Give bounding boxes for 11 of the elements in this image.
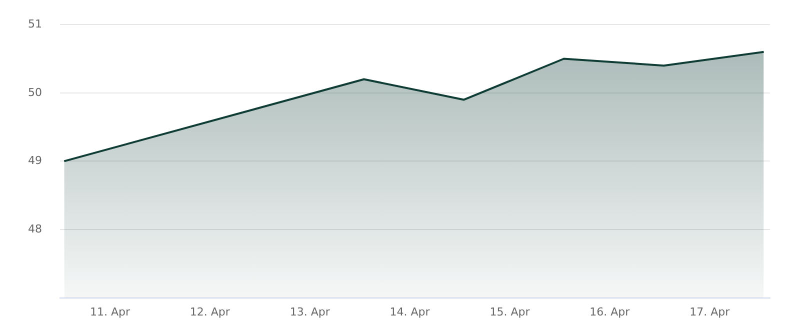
x-tick-label: 16. Apr xyxy=(590,305,630,318)
x-tick-label: 12. Apr xyxy=(190,305,230,318)
y-tick-label: 48 xyxy=(28,222,42,236)
y-tick-label: 50 xyxy=(28,86,42,99)
y-tick-label: 51 xyxy=(28,17,42,30)
x-tick-label: 14. Apr xyxy=(390,305,430,318)
x-tick-label: 17. Apr xyxy=(690,305,730,318)
x-tick-label: 11. Apr xyxy=(90,305,130,318)
y-tick-label: 49 xyxy=(28,154,42,168)
x-tick-label: 15. Apr xyxy=(490,305,530,318)
x-tick-label: 13. Apr xyxy=(290,305,330,318)
